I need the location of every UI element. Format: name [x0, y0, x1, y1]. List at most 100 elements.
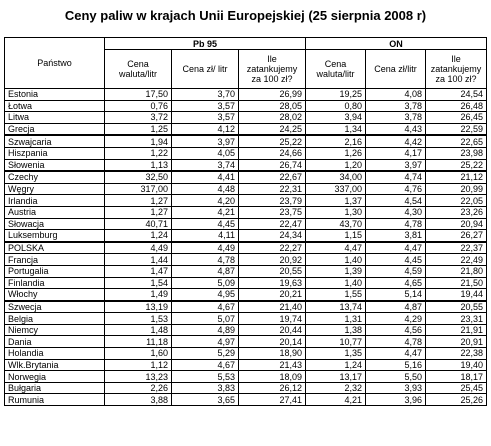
pb95-price-pln-cell: 4,20	[171, 194, 239, 207]
pb95-group-header: Pb 95	[103, 37, 307, 50]
table-row: Czechy 32,50 4,41 22,67 34,00 4,74 21,12	[4, 170, 488, 184]
country-cell: Słowenia	[4, 158, 105, 172]
country-cell: Hiszpania	[4, 146, 105, 160]
pb95-price-currency-cell: 1,49	[104, 288, 172, 302]
on-liters-cell: 23,98	[425, 146, 488, 160]
pb95-price-pln-cell: 4,87	[171, 264, 239, 278]
on-price-pln-cell: 4,74	[365, 170, 427, 184]
pb95-price-pln-cell: 4,78	[171, 253, 239, 266]
table-row: Szwecja 13,19 4,67 21,40 13,74 4,87 20,55	[4, 299, 488, 314]
pb95-liters-cell: 19,63	[237, 276, 307, 290]
pb95-price-pln-cell: 4,48	[171, 182, 239, 196]
pb95-price-currency-header: Cena waluta/litr	[104, 49, 172, 89]
pb95-liters-cell: 28,05	[237, 99, 307, 113]
on-price-pln-cell: 3,81	[365, 229, 427, 243]
table-row: Francja 1,44 4,78 20,92 1,40 4,45 22,49	[4, 253, 488, 266]
table-row: Estonia 17,50 3,70 26,99 19,25 4,08 24,54	[4, 88, 488, 101]
on-liters-cell: 21,50	[425, 276, 488, 290]
pb95-liters-cell: 20,92	[237, 253, 307, 266]
country-cell: Norwegia	[4, 370, 105, 383]
pb95-price-currency-cell: 3,88	[104, 393, 172, 407]
on-liters-cell: 25,26	[425, 393, 488, 407]
country-cell: Włochy	[4, 288, 105, 302]
on-price-currency-cell: 13,74	[305, 299, 367, 314]
on-price-pln-cell: 4,08	[365, 88, 427, 101]
on-liters-cell: 22,49	[425, 253, 488, 266]
table-row: Belgia 1,53 5,07 19,74 1,31 4,29 23,31	[4, 312, 488, 325]
on-liters-cell: 26,45	[425, 111, 488, 124]
table-row: Niemcy 1,48 4,89 20,44 1,38 4,56 21,91	[4, 323, 488, 337]
on-price-pln-cell: 4,43	[365, 122, 427, 136]
pb95-liters-cell: 21,40	[237, 299, 307, 314]
on-liters-cell: 22,38	[425, 347, 488, 360]
pb95-liters-cell: 22,27	[237, 240, 307, 255]
on-liters-cell: 19,44	[425, 288, 488, 302]
pb95-liters-cell: 20,21	[237, 288, 307, 302]
on-liters-cell: 23,26	[425, 205, 488, 219]
pb95-price-currency-cell: 1,94	[104, 134, 172, 148]
on-price-pln-cell: 4,45	[365, 253, 427, 266]
on-liters-cell: 26,27	[425, 229, 488, 243]
on-price-pln-cell: 3,78	[365, 111, 427, 124]
on-liters-cell: 22,37	[425, 240, 488, 255]
table-row: Finlandia 1,54 5,09 19,63 1,40 4,65 21,50	[4, 276, 488, 290]
table-row: Luksemburg 1,24 4,11 24,34 1,15 3,81 26,27	[4, 229, 488, 243]
on-price-pln-cell: 4,54	[365, 194, 427, 207]
table-row: Austria 1,27 4,21 23,75 1,30 4,30 23,26	[4, 205, 488, 219]
pb95-price-currency-cell: 32,50	[104, 170, 172, 184]
pb95-price-currency-cell: 0,76	[104, 99, 172, 113]
fuel-price-table: Państwo Pb 95 ON Cena waluta/litr Cena z…	[4, 37, 488, 407]
on-liters-cell: 22,59	[425, 122, 488, 136]
on-price-currency-cell: 4,21	[305, 393, 367, 407]
pb95-price-currency-cell: 1,60	[104, 347, 172, 360]
pb95-liters-cell: 24,66	[237, 146, 307, 160]
on-price-currency-cell: 1,26	[305, 146, 367, 160]
country-cell: Bułgaria	[4, 381, 105, 395]
on-liters-cell: 20,55	[425, 299, 488, 314]
pb95-price-currency-cell: 4,49	[104, 240, 172, 255]
on-price-pln-cell: 3,96	[365, 393, 427, 407]
country-cell: Słowacja	[4, 217, 105, 231]
table-row: Dania 11,18 4,97 20,14 10,77 4,78 20,91	[4, 335, 488, 349]
table-row: Węgry 317,00 4,48 22,31 337,00 4,76 20,99	[4, 182, 488, 196]
pb95-liters-cell: 26,99	[237, 88, 307, 101]
pb95-liters-cell: 20,14	[237, 335, 307, 349]
on-liters-cell: 26,48	[425, 99, 488, 113]
pb95-price-currency-cell: 1,22	[104, 146, 172, 160]
on-price-pln-cell: 5,50	[365, 370, 427, 383]
table-row: Łotwa 0,76 3,57 28,05 0,80 3,78 26,48	[4, 99, 488, 113]
pb95-price-currency-cell: 1,25	[104, 122, 172, 136]
pb95-price-pln-cell: 4,97	[171, 335, 239, 349]
pb95-liters-cell: 20,55	[237, 264, 307, 278]
country-cell: Finlandia	[4, 276, 105, 290]
pb95-liters-cell: 21,43	[237, 358, 307, 372]
on-price-pln-cell: 4,42	[365, 134, 427, 148]
country-cell: Wlk.Brytania	[4, 358, 105, 372]
on-price-currency-cell: 1,15	[305, 229, 367, 243]
pb95-price-pln-cell: 3,65	[171, 393, 239, 407]
on-price-currency-cell: 1,30	[305, 205, 367, 219]
pb95-liters-cell: 22,67	[237, 170, 307, 184]
on-liters-cell: 21,91	[425, 323, 488, 337]
on-price-pln-cell: 4,78	[365, 217, 427, 231]
table-row: Szwajcaria 1,94 3,97 25,22 2,16 4,42 22,65	[4, 134, 488, 148]
on-price-pln-cell: 3,78	[365, 99, 427, 113]
table-row: Rumunia 3,88 3,65 27,41 4,21 3,96 25,26	[4, 393, 488, 407]
on-price-currency-cell: 3,94	[305, 111, 367, 124]
pb95-price-pln-cell: 5,29	[171, 347, 239, 360]
on-liters-cell: 24,54	[425, 88, 488, 101]
pb95-liters-cell: 28,02	[237, 111, 307, 124]
country-cell: Dania	[4, 335, 105, 349]
pb95-price-pln-cell: 3,97	[171, 134, 239, 148]
table-row: Norwegia 13,23 5,53 18,09 13,17 5,50 18,17	[4, 370, 488, 383]
country-cell: Węgry	[4, 182, 105, 196]
country-cell: Grecja	[4, 122, 105, 136]
table-row: Holandia 1,60 5,29 18,90 1,35 4,47 22,38	[4, 347, 488, 360]
pb95-price-pln-cell: 5,53	[171, 370, 239, 383]
country-cell: Belgia	[4, 312, 105, 325]
pb95-price-currency-cell: 1,44	[104, 253, 172, 266]
country-cell: Irlandia	[4, 194, 105, 207]
pb95-liters-cell: 26,12	[237, 381, 307, 395]
on-liters-cell: 20,99	[425, 182, 488, 196]
pb95-price-pln-cell: 4,41	[171, 170, 239, 184]
